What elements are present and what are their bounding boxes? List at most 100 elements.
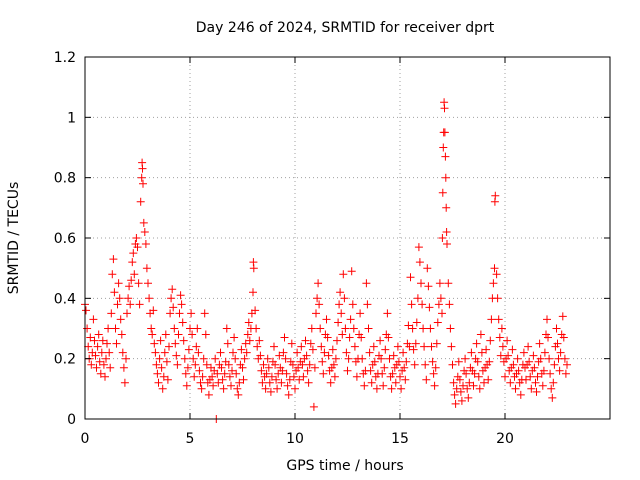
data-point — [449, 378, 458, 387]
data-point — [126, 300, 135, 309]
data-point — [527, 384, 536, 393]
data-point — [199, 354, 208, 363]
data-point — [388, 369, 397, 378]
y-tick-label: 0.6 — [54, 231, 76, 247]
data-point — [387, 384, 396, 393]
data-point — [118, 348, 127, 357]
data-point — [457, 396, 466, 405]
data-point — [301, 336, 310, 345]
data-point — [95, 357, 104, 366]
data-point — [308, 345, 317, 354]
data-point — [357, 333, 366, 342]
data-point — [209, 381, 218, 390]
data-point — [352, 372, 361, 381]
data-point — [148, 330, 157, 339]
data-point — [318, 357, 327, 366]
data-point — [522, 375, 530, 384]
y-tick-label: 0.4 — [54, 291, 76, 307]
data-point — [396, 372, 404, 381]
data-point — [235, 378, 244, 387]
data-point — [495, 333, 504, 342]
data-point — [217, 363, 226, 372]
data-point — [364, 324, 373, 333]
data-point — [474, 372, 483, 381]
data-point — [101, 372, 109, 381]
data-point — [400, 363, 409, 372]
data-point — [97, 348, 106, 357]
data-point — [124, 294, 133, 303]
data-point — [180, 354, 189, 363]
data-point — [553, 339, 562, 348]
data-point — [362, 279, 371, 288]
data-point — [256, 351, 265, 360]
data-point — [358, 354, 367, 363]
y-tick-label: 0 — [67, 412, 76, 428]
data-point — [444, 279, 453, 288]
data-point — [264, 363, 273, 372]
data-point — [159, 372, 168, 381]
data-point — [147, 324, 156, 333]
data-point — [544, 333, 552, 342]
data-point — [195, 366, 204, 375]
data-point — [132, 234, 141, 242]
data-point — [170, 324, 179, 333]
data-point — [397, 384, 406, 393]
data-point — [200, 309, 209, 318]
data-point — [295, 375, 304, 384]
data-point — [279, 348, 288, 357]
data-point — [245, 336, 254, 345]
data-point — [244, 318, 253, 327]
x-tick-label: 5 — [186, 431, 195, 447]
data-point — [134, 279, 143, 288]
data-point — [271, 360, 280, 369]
data-point — [530, 363, 539, 372]
data-point — [421, 360, 430, 369]
data-point — [549, 378, 558, 387]
data-point — [223, 339, 232, 348]
data-point — [475, 384, 484, 393]
data-point — [535, 339, 544, 348]
data-point — [484, 375, 493, 384]
data-point — [486, 336, 495, 345]
data-point — [193, 324, 202, 333]
data-point — [307, 324, 316, 333]
data-point — [315, 300, 324, 309]
data-point — [425, 303, 434, 312]
x-axis-label: GPS time / hours — [286, 458, 403, 474]
data-point — [202, 360, 211, 369]
data-point — [287, 339, 296, 348]
data-point — [119, 363, 128, 372]
data-point — [432, 339, 441, 348]
data-point — [538, 381, 547, 390]
data-point — [112, 339, 121, 348]
x-tick-label: 10 — [286, 431, 304, 447]
data-point — [477, 348, 486, 357]
data-point — [408, 324, 417, 333]
data-point — [299, 372, 308, 381]
data-point — [225, 372, 234, 381]
data-point — [155, 354, 164, 363]
data-point — [558, 312, 567, 321]
axis-ticks — [84, 56, 610, 420]
data-point — [162, 357, 171, 366]
data-point — [144, 279, 152, 288]
data-point — [442, 203, 451, 212]
data-point — [127, 276, 136, 285]
data-point — [532, 387, 541, 396]
data-point — [360, 381, 369, 390]
data-point — [274, 369, 283, 378]
data-point — [249, 288, 257, 297]
data-point — [547, 384, 556, 393]
data-point — [384, 333, 393, 342]
data-point — [413, 294, 422, 303]
data-point — [438, 188, 447, 197]
data-point — [220, 369, 229, 378]
data-point — [172, 351, 181, 360]
data-point — [169, 303, 178, 312]
data-point — [157, 363, 166, 372]
data-point — [335, 300, 344, 309]
data-point — [501, 372, 509, 381]
data-point — [314, 279, 323, 288]
data-point — [116, 315, 125, 324]
data-point — [439, 143, 448, 152]
